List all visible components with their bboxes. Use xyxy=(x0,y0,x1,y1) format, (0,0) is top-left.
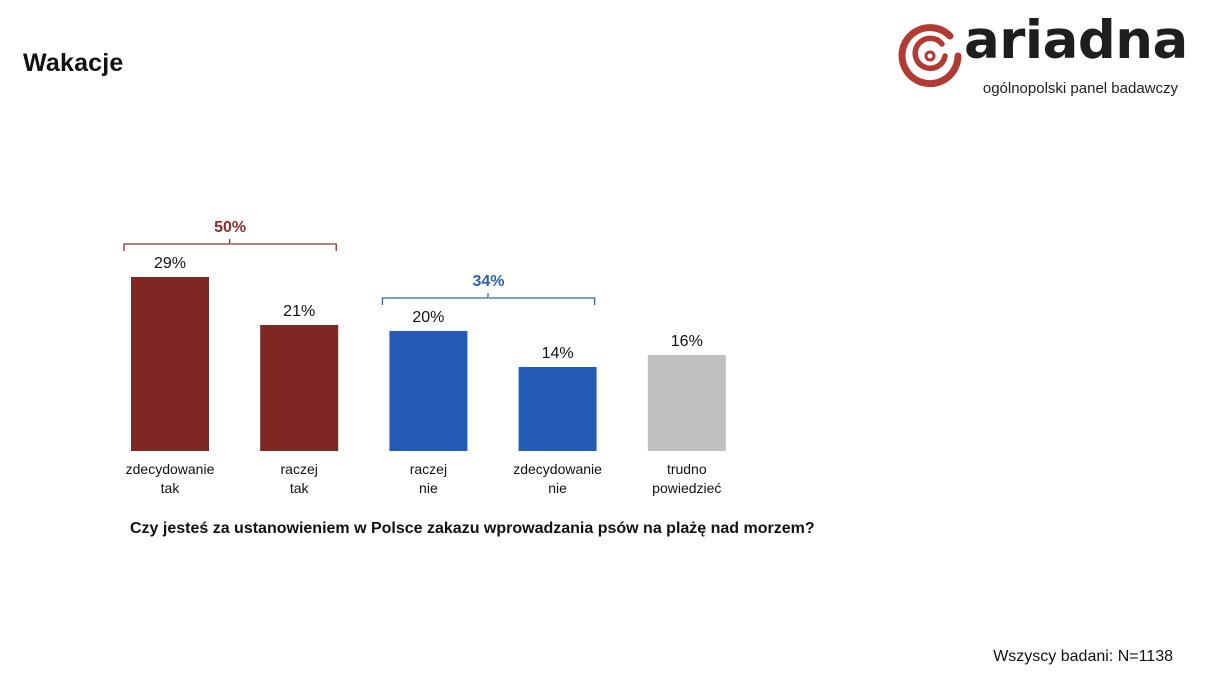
category-label-1-1: tak xyxy=(290,480,310,496)
bar-3 xyxy=(518,367,597,451)
bar-value-label-1: 21% xyxy=(283,303,315,320)
ariadna-logo: ariadna ogólnopolski panel badawczy xyxy=(896,14,1188,102)
logo-tagline: ogólnopolski panel badawczy xyxy=(982,80,1178,97)
page-title: Wakacje xyxy=(23,49,124,77)
category-label-0-0: zdecydowanie xyxy=(126,461,215,477)
category-label-4-1: powiedzieć xyxy=(652,480,721,496)
bar-1 xyxy=(260,325,339,451)
group-total-label-0: 50% xyxy=(214,219,246,236)
bar-value-label-4: 16% xyxy=(671,333,703,350)
bar-4 xyxy=(647,355,726,451)
spiral-logo-icon xyxy=(898,24,962,88)
category-label-4-0: trudno xyxy=(667,461,707,477)
bar-value-label-2: 20% xyxy=(412,309,444,326)
group-bracket-1 xyxy=(381,293,596,305)
category-label-2-0: raczej xyxy=(410,461,447,477)
bar-0 xyxy=(131,277,209,451)
bar-value-label-0: 29% xyxy=(154,255,186,272)
group-total-label-1: 34% xyxy=(472,273,504,290)
category-label-3-1: nie xyxy=(548,480,567,496)
bar-value-label-3: 14% xyxy=(542,345,574,362)
category-label-3-0: zdecydowanie xyxy=(513,461,602,477)
logo-wordmark: ariadna xyxy=(964,10,1188,71)
sample-base-note: Wszyscy badani: N=1138 xyxy=(993,648,1173,665)
chart-question: Czy jesteś za ustanowieniem w Polsce zak… xyxy=(130,520,815,537)
category-label-0-1: tak xyxy=(161,480,181,496)
category-label-2-1: nie xyxy=(419,480,438,496)
category-label-1-0: raczej xyxy=(281,461,318,477)
group-bracket-0 xyxy=(123,239,337,251)
bar-2 xyxy=(389,331,468,451)
